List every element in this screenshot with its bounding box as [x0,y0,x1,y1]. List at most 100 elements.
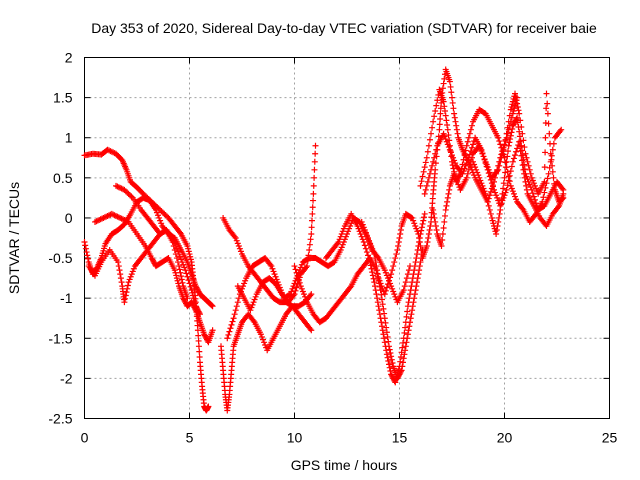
data-point [516,138,523,145]
data-point [526,181,533,188]
data-point [372,287,379,294]
data-point [382,269,389,276]
x-tick-label: 20 [497,430,513,446]
data-point [385,358,392,365]
data-point [191,297,198,304]
data-point [116,267,123,274]
data-point [363,249,370,256]
data-point [531,212,538,219]
data-point [458,166,465,173]
data-point [465,134,472,141]
data-point [493,226,500,233]
data-point [407,287,414,294]
data-point [516,110,523,117]
data-point [363,232,370,239]
data-point [504,153,511,160]
data-point [274,279,281,286]
data-point [375,275,382,282]
data-point [287,291,294,298]
data-point [460,156,467,163]
data-point [224,335,231,342]
data-point [377,280,384,287]
data-point [195,332,202,339]
data-point [388,283,395,290]
data-point [309,204,316,211]
data-point [502,169,509,176]
data-point [407,291,413,298]
data-point [307,325,314,332]
data-point [299,288,306,295]
data-point [432,222,439,229]
series-trace [218,291,315,414]
series-trace [113,182,203,318]
data-point [544,100,551,107]
data-point [514,100,521,107]
data-point [459,161,466,168]
data-point [512,93,519,100]
data-point [178,256,185,263]
x-axis-label: GPS time / hours [291,457,398,473]
data-point [514,103,521,110]
data-point [511,105,518,112]
data-point [453,122,460,129]
data-point [411,220,418,227]
data-point [252,293,259,300]
data-point [461,165,468,172]
data-point [436,126,443,133]
data-point [525,178,532,185]
data-point [423,154,430,161]
data-point [347,284,354,291]
data-point [486,206,493,213]
data-point [510,155,517,162]
data-point [440,130,447,137]
data-point [404,308,411,315]
data-point [439,230,446,237]
data-point [492,189,499,196]
data-point [409,307,416,314]
data-point [300,291,307,298]
data-point [340,239,347,246]
data-point [108,210,115,217]
data-point [365,235,371,241]
data-point [383,347,390,354]
data-point [347,222,354,229]
data-point [380,305,387,312]
data-point [446,78,453,85]
data-point [381,335,388,342]
data-point [298,285,305,292]
data-point [397,230,404,237]
data-point [115,184,122,191]
data-point [457,170,464,177]
data-point [286,291,293,298]
data-point [170,237,177,244]
data-point [425,230,432,237]
data-point [386,361,392,368]
data-point [311,166,318,173]
data-point [296,267,303,274]
data-point [495,218,502,225]
data-point [340,225,347,232]
data-point [559,195,566,202]
data-point [182,267,189,274]
data-point [390,288,397,295]
data-point [231,311,238,318]
data-point [542,149,549,156]
data-point [390,263,397,270]
data-point [396,363,403,370]
data-point [379,323,385,330]
data-point [442,112,449,119]
data-point [504,182,511,189]
data-point [303,296,310,303]
data-point [365,252,371,259]
data-point [453,176,460,183]
data-point [528,186,535,193]
data-point [519,130,526,137]
data-point [503,186,510,193]
data-point [392,255,399,262]
data-point [386,277,392,284]
data-point [400,287,407,294]
data-point [180,261,187,268]
data-point [488,180,495,187]
data-point [402,319,409,326]
data-point [195,343,202,350]
